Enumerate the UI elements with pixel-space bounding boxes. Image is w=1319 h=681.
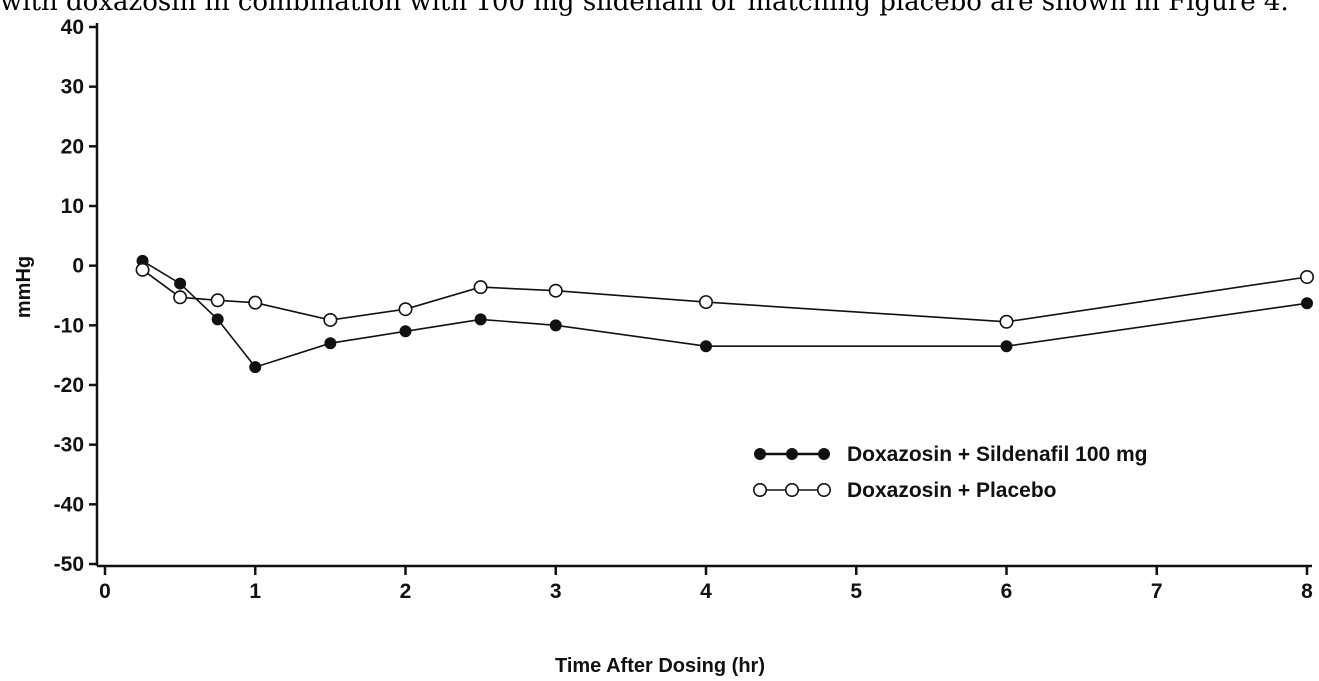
- legend-marker: [817, 447, 830, 460]
- x-tick-label: 1: [249, 580, 261, 603]
- legend-marker: [785, 447, 798, 460]
- legend-marker: [816, 482, 831, 497]
- chart-legend: Doxazosin + Sildenafil 100 mg Doxazosin +…: [752, 443, 1148, 502]
- y-tick-label: 10: [61, 195, 84, 218]
- y-tick-label: -30: [54, 434, 84, 457]
- chart-axes: [95, 23, 1312, 568]
- y-tick-label: 30: [61, 76, 84, 99]
- y-axis-ticks: 40 30 20 10 0 -10 -20 -30 -40 -50: [54, 16, 97, 576]
- series-line: [142, 260, 1308, 369]
- data-point: [174, 277, 187, 290]
- data-point: [1300, 270, 1315, 285]
- series-group: [135, 262, 1315, 329]
- data-point: [699, 340, 712, 353]
- data-point: [210, 293, 225, 308]
- x-tick-label: 6: [1001, 580, 1013, 603]
- legend-marker: [753, 447, 766, 460]
- data-point: [135, 262, 150, 277]
- data-point: [549, 319, 562, 332]
- data-point: [1301, 297, 1314, 310]
- data-point: [173, 290, 188, 305]
- data-point: [474, 313, 487, 326]
- data-point: [1000, 340, 1013, 353]
- legend-label: Doxazosin + Sildenafil 100 mg: [847, 443, 1148, 466]
- data-point: [249, 361, 262, 374]
- y-tick-label: 20: [61, 135, 84, 158]
- x-tick-label: 7: [1151, 580, 1163, 603]
- data-point: [324, 337, 337, 350]
- y-tick-label: -10: [54, 314, 84, 337]
- caption-text: with doxazosin in combination with 100 m…: [0, 0, 1289, 17]
- y-tick-label: -50: [54, 553, 84, 576]
- data-point: [323, 312, 338, 327]
- x-axis-title: Time After Dosing (hr): [555, 655, 765, 677]
- x-tick-label: 2: [400, 580, 412, 603]
- legend-marker: [784, 482, 799, 497]
- y-tick-label: 40: [61, 16, 84, 39]
- data-point: [473, 280, 488, 295]
- data-point: [248, 295, 263, 310]
- data-point: [211, 313, 224, 326]
- data-point: [698, 295, 713, 310]
- y-tick-label: 0: [72, 255, 84, 278]
- data-point: [399, 325, 412, 338]
- x-tick-label: 4: [700, 580, 712, 603]
- data-point: [548, 283, 563, 298]
- x-tick-label: 8: [1301, 580, 1313, 603]
- legend-label: Doxazosin + Placebo: [847, 479, 1057, 502]
- y-axis-title: mmHg: [13, 256, 35, 318]
- legend-marker: [752, 482, 767, 497]
- series-group: [136, 254, 1314, 374]
- y-tick-label: -20: [54, 374, 84, 397]
- x-tick-label: 5: [850, 580, 862, 603]
- data-point: [999, 314, 1014, 329]
- series-line: [142, 269, 1308, 323]
- x-axis-ticks: 0 1 2 3 4 5 6 7 8: [99, 566, 1313, 603]
- x-tick-label: 3: [550, 580, 562, 603]
- chart-series: [135, 254, 1315, 374]
- y-tick-label: -40: [54, 493, 84, 516]
- x-tick-label: 0: [99, 580, 111, 603]
- data-point: [398, 302, 413, 317]
